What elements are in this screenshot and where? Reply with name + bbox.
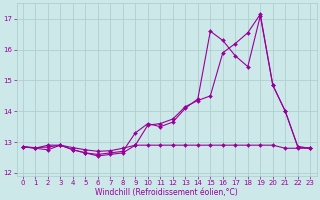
- X-axis label: Windchill (Refroidissement éolien,°C): Windchill (Refroidissement éolien,°C): [95, 188, 238, 197]
